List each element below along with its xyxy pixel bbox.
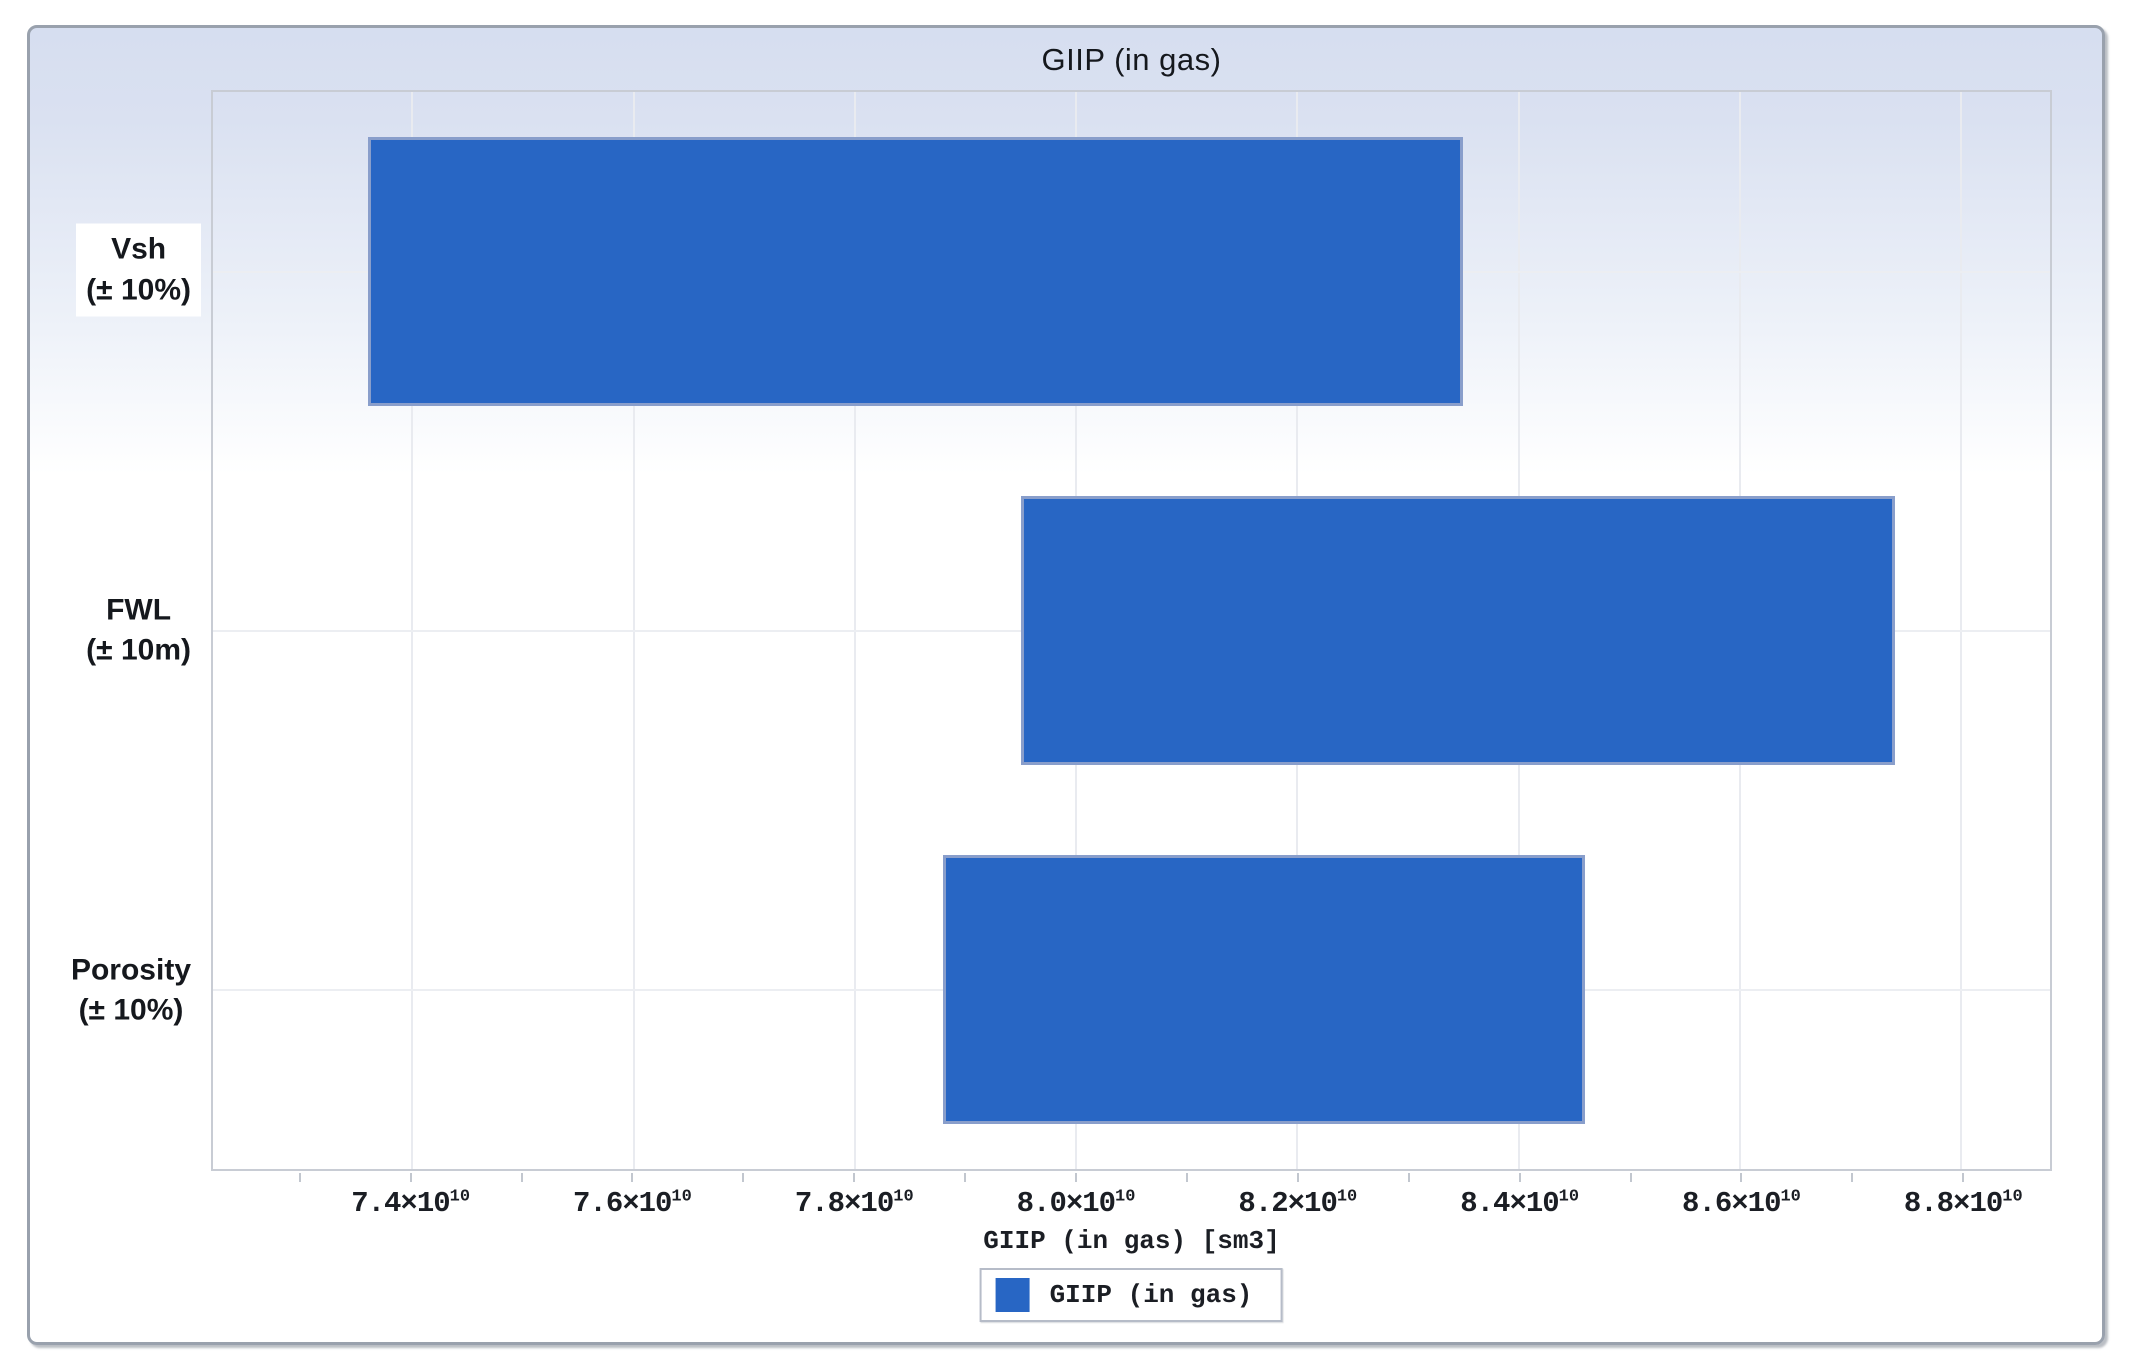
category-name: Porosity xyxy=(70,953,191,987)
x-tick-label: 7.4×1010 xyxy=(351,1187,471,1220)
x-tick-exponent: 10 xyxy=(1115,1187,1136,1207)
x-tick xyxy=(1075,1173,1078,1182)
x-tick xyxy=(631,1173,634,1182)
x-tick-exponent: 10 xyxy=(1780,1187,1801,1207)
category-range: (± 10%) xyxy=(86,273,191,307)
x-tick xyxy=(742,1173,745,1182)
x-axis-label: GIIP (in gas) [sm3] xyxy=(983,1226,1280,1256)
plot-area xyxy=(211,90,2052,1171)
x-tick-label: 7.6×1010 xyxy=(573,1187,692,1220)
category-range: (± 10%) xyxy=(78,993,184,1027)
x-tick-exponent: 10 xyxy=(449,1187,471,1207)
x-axis: 7.4×1010 7.6×1010 7.8×1010 8.0×1010 8.2×1010… xyxy=(211,1173,2052,1237)
x-tick xyxy=(520,1173,523,1182)
x-tick xyxy=(409,1173,412,1182)
category-range: (± 10m) xyxy=(86,633,191,667)
x-tick-label: 8.4×1010 xyxy=(1460,1187,1580,1220)
bar-vsh xyxy=(367,136,1464,407)
x-tick-exponent: 10 xyxy=(893,1187,914,1207)
x-tick-label: 8.0×1010 xyxy=(1016,1187,1136,1220)
bar-fwl xyxy=(1020,495,1896,766)
x-tick xyxy=(1851,1173,1854,1182)
x-tick xyxy=(1629,1173,1632,1182)
category-name: Vsh xyxy=(111,232,167,266)
category-label-porosity: Porosity (± 10%) xyxy=(60,944,201,1038)
x-tick xyxy=(1740,1173,1743,1182)
x-tick xyxy=(1962,1173,1965,1182)
x-tick-exponent: 10 xyxy=(1558,1187,1580,1207)
x-tick xyxy=(1296,1173,1299,1182)
legend-label: GIIP (in gas) xyxy=(1049,1280,1253,1310)
x-tick xyxy=(298,1173,301,1182)
x-tick-exponent: 10 xyxy=(671,1187,692,1207)
x-tick xyxy=(1407,1173,1410,1182)
x-tick xyxy=(1185,1173,1188,1182)
x-tick xyxy=(853,1173,856,1182)
x-tick-label: 8.8×1010 xyxy=(1903,1187,2023,1220)
x-tick-exponent: 10 xyxy=(1336,1187,1358,1207)
x-tick xyxy=(1518,1173,1521,1182)
chart-frame: GIIP (in gas) Vsh (± 10%) FWL (± 10m) Porosi… xyxy=(27,25,2105,1345)
bar-porosity xyxy=(943,854,1586,1125)
x-tick-exponent: 10 xyxy=(2002,1187,2023,1207)
x-tick-label: 8.2×1010 xyxy=(1238,1187,1358,1220)
legend-swatch-icon xyxy=(995,1278,1030,1312)
x-tick-label: 8.6×1010 xyxy=(1682,1187,1801,1220)
category-label-fwl: FWL (± 10m) xyxy=(76,584,201,677)
category-label-vsh: Vsh (± 10%) xyxy=(76,223,201,317)
x-tick xyxy=(964,1173,967,1182)
category-name: FWL xyxy=(106,593,172,626)
y-axis-labels: Vsh (± 10%) FWL (± 10m) Porosity (± 10%) xyxy=(30,90,211,1171)
x-tick-label: 7.8×1010 xyxy=(794,1187,914,1220)
legend: GIIP (in gas) xyxy=(979,1268,1283,1322)
chart-title: GIIP (in gas) xyxy=(1041,42,1222,77)
